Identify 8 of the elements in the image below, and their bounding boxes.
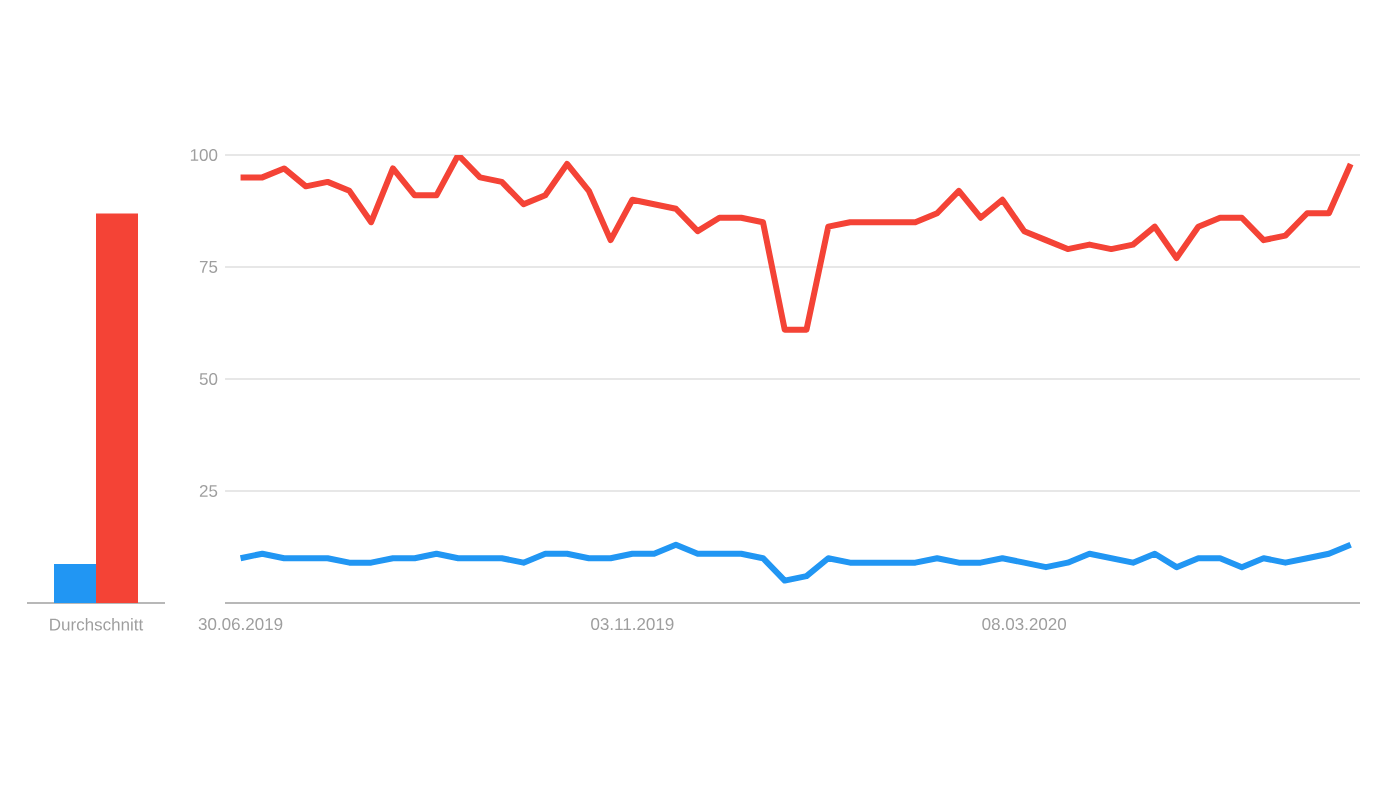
y-tick-label: 25 [199,484,218,498]
y-tick-label: 75 [199,261,218,273]
y-tick-label: 50 [199,372,218,386]
y-tick-label: 100 [190,148,218,162]
x-tick-label: 08.03.2020 [982,618,1067,631]
x-tick-label: 30.06.2019 [198,618,283,631]
x-tick-label: Durchschnitt [50,618,144,631]
x-tick-label: 03.11.2019 [591,618,674,631]
